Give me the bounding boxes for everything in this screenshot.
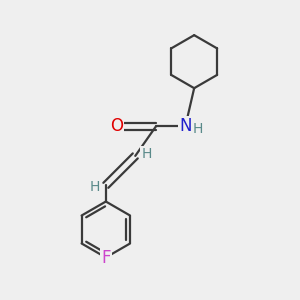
Text: H: H	[193, 122, 203, 136]
Text: O: O	[110, 117, 123, 135]
Text: H: H	[141, 147, 152, 161]
Text: H: H	[89, 180, 100, 194]
Text: F: F	[101, 249, 111, 267]
Text: N: N	[179, 117, 192, 135]
